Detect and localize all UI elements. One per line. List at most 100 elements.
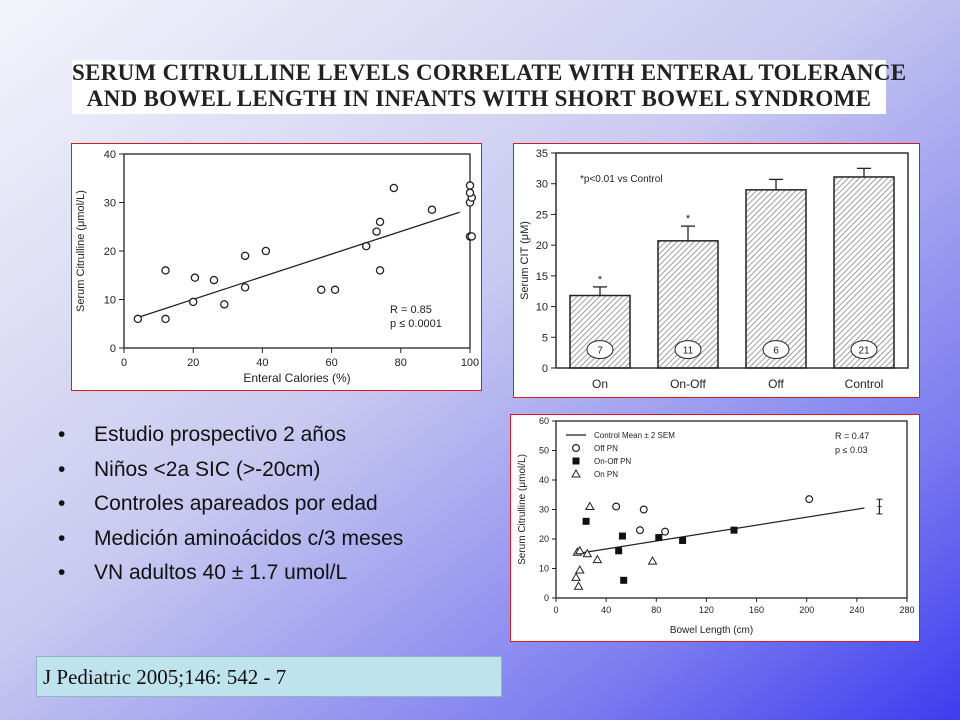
y-tick-label: 10 (539, 564, 549, 574)
data-point (316, 285, 326, 295)
off-pn-point (635, 526, 644, 535)
significance-star: * (598, 274, 603, 286)
slide-title: SERUM CITRULLINE LEVELS CORRELATE WITH E… (72, 60, 906, 114)
on-off-pn-point (618, 532, 626, 540)
data-point (161, 266, 170, 275)
annotation-p: p ≤ 0.03 (835, 445, 867, 455)
count-label: 21 (858, 346, 870, 357)
bullet-text: Controles apareados por edad (94, 492, 378, 515)
bullet-text: Estudio prospectivo 2 años (94, 423, 347, 446)
x-axis-label: Bowel Length (cm) (670, 625, 753, 636)
x-tick-label: 80 (651, 605, 661, 615)
category-label: On-Off (670, 377, 706, 391)
on-pn-point (574, 564, 585, 574)
y-tick-label: 50 (539, 446, 549, 456)
data-point (467, 232, 476, 241)
y-tick-label: 5 (542, 332, 548, 344)
data-point (330, 285, 340, 295)
data-point (209, 275, 219, 285)
bullet-item: • VN adultos 40 ± 1.7 umol/L (58, 556, 508, 591)
bullet-text: Medición aminoácidos c/3 meses (94, 526, 404, 550)
off-pn-point (805, 495, 814, 504)
y-axis-label: Serum CIT (μM) (519, 221, 531, 300)
y-tick-label: 20 (104, 246, 116, 258)
bullet-item: • Estudio prospectivo 2 años (58, 418, 508, 453)
y-tick-label: 10 (536, 302, 548, 314)
bar (833, 176, 895, 369)
bullet-dot: • (58, 526, 66, 550)
off-pn-point (612, 502, 621, 511)
y-tick-label: 35 (536, 148, 548, 160)
x-tick-label: 40 (601, 605, 611, 615)
data-point (188, 297, 198, 307)
count-badge (850, 340, 878, 360)
x-tick-label: 0 (121, 357, 127, 369)
on-off-pn-point (655, 534, 663, 542)
data-point (240, 251, 250, 261)
category-label: Control (845, 377, 884, 391)
annotation-p: p ≤ 0.0001 (390, 318, 442, 330)
annotation-r: R = 0.85 (390, 304, 432, 316)
data-point (427, 205, 437, 215)
y-tick-label: 60 (539, 416, 549, 426)
count-label: 7 (597, 346, 603, 357)
off-pn-point (639, 505, 648, 514)
y-tick-label: 30 (536, 179, 548, 191)
bar (745, 189, 807, 369)
data-point (361, 241, 371, 251)
bullet-item: • Controles apareados por edad (58, 487, 508, 522)
x-tick-label: 80 (395, 357, 407, 369)
bullet-dot: • (58, 423, 66, 446)
x-tick-label: 120 (699, 605, 714, 615)
count-badge (586, 340, 614, 360)
x-axis-label: Enteral Calories (%) (243, 371, 350, 385)
category-label: Off (768, 377, 784, 391)
legend-label: On PN (594, 470, 618, 479)
bullet-item: • Medición aminoácidos c/3 meses (58, 522, 508, 557)
y-axis-label: Serum Citrulline (μmol/L) (75, 190, 87, 312)
data-point (372, 227, 381, 236)
bullet-text: Niños <2a SIC (>-20cm) (94, 457, 321, 481)
data-point (240, 283, 250, 292)
data-point (375, 217, 385, 227)
bullet-text: VN adultos 40 ± 1.7 umol/L (94, 561, 348, 584)
y-tick-label: 0 (544, 593, 549, 603)
significance-note: *p<0.01 vs Control (580, 174, 663, 185)
chart-serum-cit-bar-panel: 0 5 10 15 20 25 30 35 Serum CIT (μM) *p<0.01 vs C… (513, 143, 920, 398)
chart-bowel-length-panel: 0 10 20 30 40 50 60 0 40 80 120 160 200 240 280 Bowel L… (510, 414, 920, 642)
y-tick-label: 20 (536, 240, 548, 252)
data-point (465, 188, 475, 198)
bullet-list: • Estudio prospectivo 2 años • Niños <2a S… (58, 418, 508, 591)
on-pn-point (573, 581, 584, 590)
off-pn-point (661, 527, 670, 536)
count-label: 6 (773, 346, 779, 357)
on-off-pn-point (620, 576, 628, 584)
chart-serum-cit-bars: 0 5 10 15 20 25 30 35 Serum CIT (μM) *p<0.01 vs C… (519, 148, 909, 391)
chart-bowel-length: 0 10 20 30 40 50 60 0 40 80 120 160 200 240 280 Bowel L… (517, 416, 915, 636)
on-pn-point (592, 554, 603, 564)
y-tick-label: 15 (536, 271, 548, 283)
on-pn-point (647, 556, 658, 565)
on-pn-point (584, 501, 595, 511)
data-point (133, 314, 143, 324)
on-off-pn-point (572, 457, 580, 465)
on-off-pn-point (679, 536, 687, 544)
regression-line (137, 211, 460, 319)
plot-frame (555, 152, 909, 369)
x-tick-label: 100 (461, 357, 479, 369)
data-point (389, 183, 399, 193)
y-tick-label: 20 (539, 534, 549, 544)
x-tick-label: 20 (187, 357, 199, 369)
x-tick-label: 40 (256, 357, 268, 369)
data-point (190, 273, 200, 282)
significance-star: * (686, 213, 691, 225)
data-point (220, 300, 229, 309)
x-tick-label: 240 (849, 605, 864, 615)
data-point (261, 246, 271, 256)
data-point (375, 266, 385, 275)
y-axis-label: Serum Citrulline (μmol/L) (517, 454, 528, 565)
legend-label: Off PN (594, 444, 618, 453)
x-tick-label: 160 (749, 605, 764, 615)
bullet-dot: • (58, 457, 66, 481)
y-tick-label: 30 (104, 198, 116, 210)
